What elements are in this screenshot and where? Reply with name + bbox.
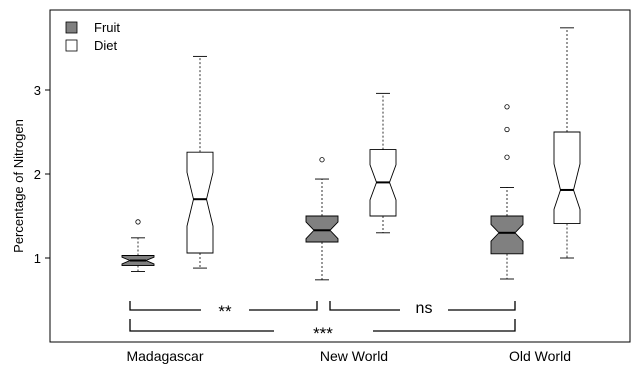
outlier-point (504, 154, 510, 160)
y-tick-label: 1 (34, 251, 41, 266)
plot-frame (49, 9, 631, 343)
outlier-point (504, 126, 510, 133)
outlier-point (504, 104, 510, 110)
category-label-old-world: Old World (509, 348, 571, 364)
legend: Fruit Diet (65, 20, 120, 53)
outlier-point (319, 157, 325, 163)
category-labels: Madagascar New World Old World (126, 348, 571, 364)
box-old-world-diet (553, 27, 581, 259)
y-axis-label: Percentage of Nitrogen (11, 119, 26, 253)
category-label-madagascar: Madagascar (126, 348, 203, 364)
y-axis: 1 2 3 (34, 10, 51, 342)
significance-label-newworld-oldworld: ns (416, 300, 433, 317)
bracket-newworld-oldworld (329, 301, 516, 311)
outlier-point (135, 219, 141, 225)
significance-brackets: ** ns *** (129, 300, 516, 343)
box-new-world-diet (369, 92, 397, 234)
notched-box (186, 151, 214, 254)
y-tick-label: 2 (34, 167, 41, 182)
box-old-world-fruit (490, 104, 524, 280)
bracket-madagascar-newworld (129, 301, 318, 311)
significance-label-madagascar-oldworld: *** (313, 324, 333, 343)
box-new-world-fruit (305, 157, 339, 281)
y-tick-label: 3 (34, 83, 41, 98)
notched-box (553, 131, 581, 225)
category-label-new-world: New World (320, 348, 388, 364)
legend-swatch-fruit (65, 21, 78, 34)
legend-label-fruit: Fruit (94, 20, 120, 35)
legend-swatch-diet (65, 39, 78, 52)
legend-label-diet: Diet (94, 38, 118, 53)
bracket-madagascar-oldworld (129, 319, 516, 332)
box-madagascar-fruit (121, 219, 155, 272)
notched-box (305, 215, 339, 243)
notched-box (490, 215, 524, 255)
boxes (121, 27, 581, 281)
box-madagascar-diet (186, 55, 214, 269)
significance-label-madagascar-newworld: ** (218, 302, 232, 321)
